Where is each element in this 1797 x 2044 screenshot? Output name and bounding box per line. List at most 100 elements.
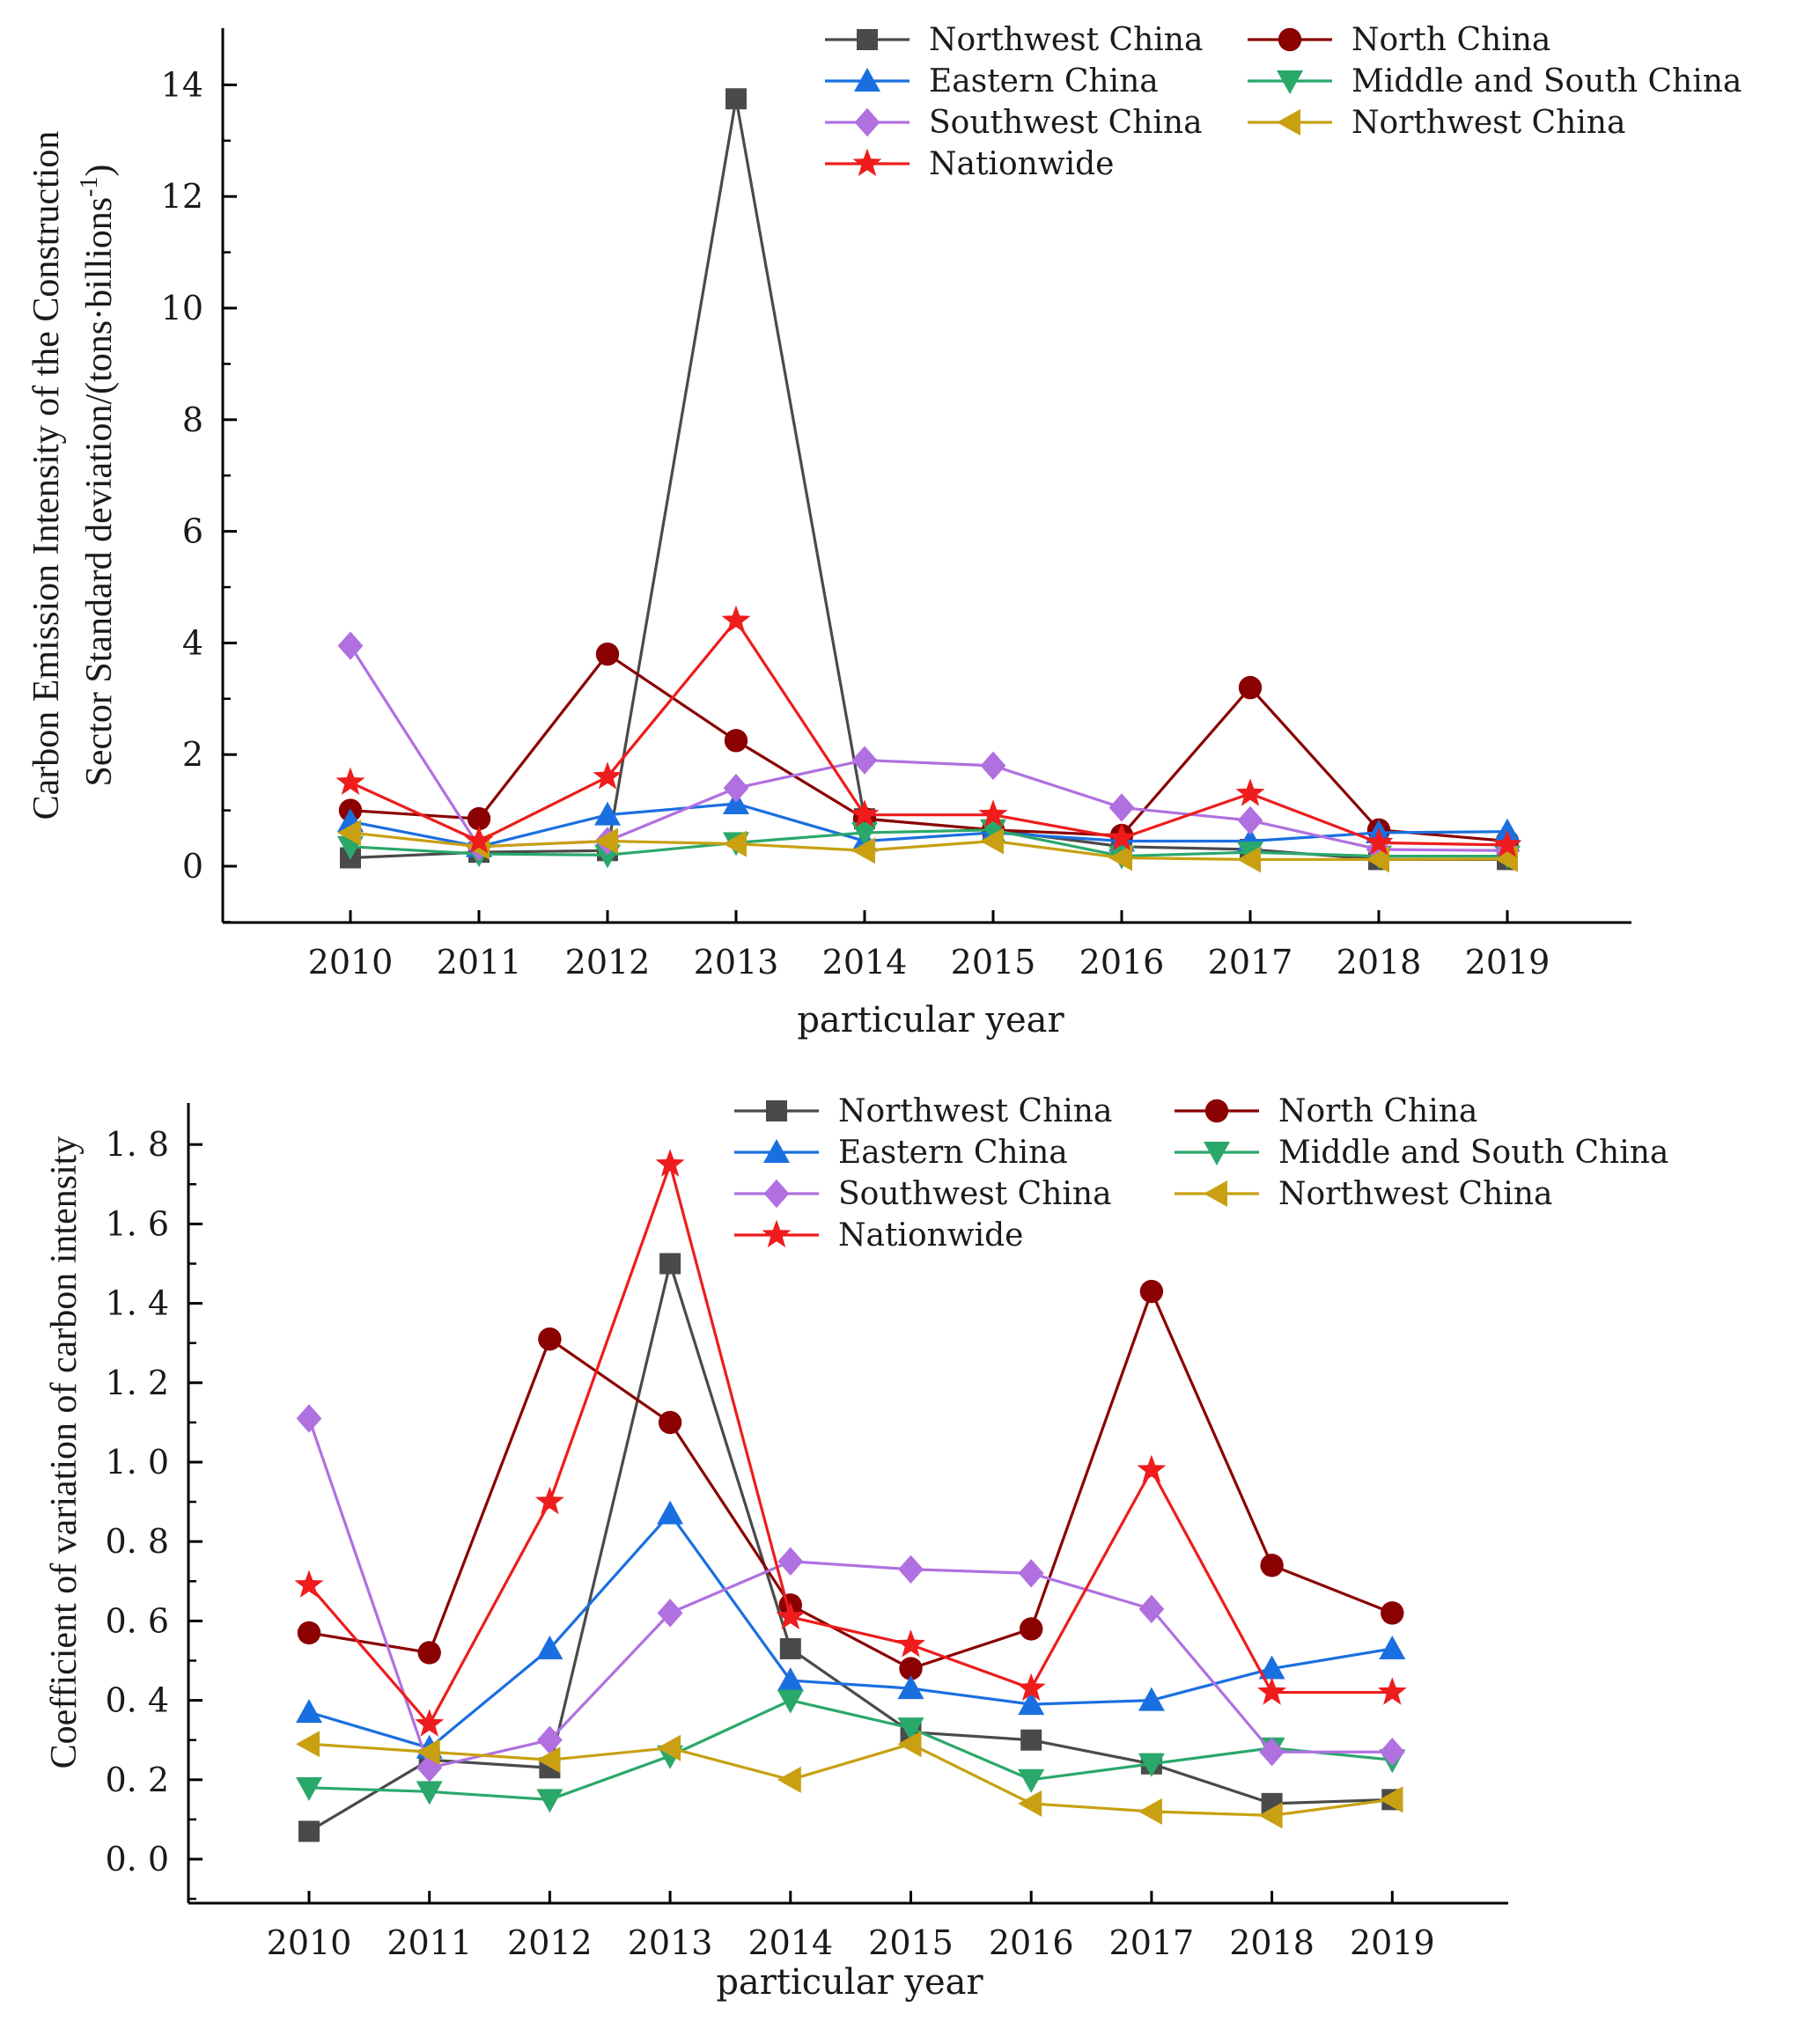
c2-data-point: [1257, 1677, 1287, 1705]
c2-data-point: [1018, 1691, 1045, 1716]
c2-data-point: [896, 1629, 925, 1658]
c1-legend-item: Nationwide: [825, 146, 1114, 182]
chart-bottom-y-ticks: 0. 0 0. 2 0. 4 0. 6 0. 8 1. 0 1. 2 1. 4 1. 6 1. 8: [105, 1125, 203, 1901]
c2-data-point: [1138, 1594, 1165, 1624]
c1-data-point: [723, 774, 749, 803]
c1-data-point: [851, 837, 875, 864]
c2-data-point: [1258, 1802, 1283, 1829]
c2-data-point: [1138, 1753, 1165, 1777]
c2-data-point: [897, 1731, 922, 1758]
c2-y-tick-label: 0. 8: [105, 1522, 169, 1561]
c2-data-point: [1138, 1798, 1162, 1825]
c2-data-point: [296, 1404, 322, 1433]
chart-bottom-y-axis-label: Coefficient of variation of carbon inten…: [44, 1136, 85, 1769]
c2-series-6: [294, 1149, 1407, 1737]
c1-data-point: [980, 827, 1004, 855]
c1-series-line: [350, 619, 1508, 847]
c2-series-3: [296, 1689, 1406, 1813]
c1-data-point: [337, 819, 361, 846]
c2-data-point: [1018, 1768, 1045, 1793]
c1-legend-label: Eastern China: [929, 63, 1159, 99]
c2-data-point: [1260, 1554, 1284, 1577]
c1-x-tick-label: 2019: [1465, 943, 1550, 982]
c1-y-tick-label: 14: [161, 65, 203, 104]
c1-data-point: [725, 88, 747, 110]
c2-y-tick-label: 0. 6: [105, 1601, 169, 1640]
c2-y-tick-label: 0. 4: [105, 1681, 169, 1720]
c2-x-tick-label: 2013: [628, 1923, 713, 1962]
c2-y-tick-label: 0. 0: [105, 1840, 169, 1879]
c1-legend-marker: [854, 68, 880, 92]
c2-data-point: [296, 1699, 322, 1724]
c2-y-tick-label: 1. 2: [105, 1364, 169, 1402]
chart-bottom-x-axis-label: particular year: [716, 1962, 983, 2003]
c1-legend-marker: [1278, 27, 1302, 52]
c2-legend-item: Southwest China: [734, 1176, 1112, 1212]
c2-data-point: [777, 1667, 804, 1692]
c2-series-4: [296, 1404, 1405, 1783]
c1-x-tick-label: 2010: [308, 943, 394, 982]
c1-x-tick-label: 2013: [694, 943, 779, 982]
c2-legend-label: Northwest China: [838, 1093, 1112, 1129]
c1-series-line: [350, 828, 1507, 858]
c2-x-tick-label: 2017: [1109, 1923, 1195, 1962]
c2-x-tick-label: 2015: [868, 1923, 954, 1962]
c1-y-tick-label: 4: [182, 623, 203, 662]
c2-legend-label: Southwest China: [838, 1176, 1112, 1212]
c2-data-point: [776, 1601, 806, 1629]
c1-legend-label: Northwest China: [929, 22, 1203, 58]
c2-data-point: [899, 1657, 923, 1680]
c2-x-tick-label: 2014: [748, 1923, 833, 1962]
c2-data-point: [1258, 1655, 1285, 1680]
c2-data-point: [1377, 1677, 1407, 1705]
c1-legend-item: North China: [1248, 22, 1550, 58]
c2-y-tick-label: 1. 6: [105, 1204, 169, 1243]
c2-data-point: [1137, 1454, 1167, 1483]
c2-data-point: [777, 1766, 801, 1793]
c1-legend-label: Middle and South China: [1351, 63, 1742, 99]
c1-data-point: [1235, 778, 1265, 806]
c2-x-tick-label: 2016: [989, 1923, 1074, 1962]
c1-legend-marker: [857, 29, 878, 50]
chart-top-axes: [221, 28, 1631, 924]
c1-legend-item: Northwest China: [825, 22, 1203, 58]
c2-data-point: [1381, 1601, 1404, 1625]
c1-data-point: [335, 767, 365, 795]
c2-legend-label: Middle and South China: [1278, 1135, 1668, 1171]
c2-data-point: [294, 1570, 324, 1598]
c2-series-line: [308, 1290, 1393, 1671]
c2-data-point: [655, 1149, 685, 1177]
c1-x-tick-label: 2014: [822, 943, 908, 982]
c1-data-point: [594, 801, 621, 826]
c2-legend-label: North China: [1278, 1093, 1477, 1129]
c1-y-tick-label: 8: [182, 401, 203, 439]
c2-legend-marker: [1204, 1099, 1229, 1123]
c1-legend-marker: [1277, 109, 1300, 136]
chart-bottom: 0. 0 0. 2 0. 4 0. 6 0. 8 1. 0 1. 2 1. 4 1. 6 1. 8…: [44, 1093, 1668, 2003]
c1-data-point: [850, 799, 880, 827]
c2-series-line: [307, 1163, 1393, 1726]
c2-x-tick-label: 2010: [267, 1923, 352, 1962]
c2-data-point: [898, 1555, 924, 1584]
c1-data-point: [337, 631, 364, 660]
c2-data-point: [534, 1486, 564, 1515]
c2-data-point: [537, 1725, 563, 1754]
chart-top-legend: Northwest China North China Eastern China M…: [825, 22, 1742, 182]
c1-data-point: [594, 827, 618, 855]
c2-data-point: [536, 1746, 561, 1774]
c2-data-point: [897, 1717, 924, 1742]
c2-data-point: [1259, 1738, 1285, 1767]
c1-data-point: [851, 821, 878, 846]
chart-top-y-label-line-1: Carbon Emission Intensity of the Constru…: [26, 131, 67, 820]
c2-legend-item: Eastern China: [734, 1135, 1068, 1171]
c2-series-line: [308, 1742, 1393, 1817]
c1-series-0: [340, 88, 1518, 871]
c2-data-point: [416, 1739, 440, 1766]
chart-top-y-axis-label: Carbon Emission Intensity of the Constru…: [26, 131, 120, 820]
c1-legend-item: Southwest China: [825, 105, 1203, 141]
c1-data-point: [1237, 846, 1261, 873]
c2-series-line: [308, 1261, 1393, 1833]
c1-data-point: [978, 799, 1008, 827]
c2-data-point: [1138, 1687, 1165, 1711]
